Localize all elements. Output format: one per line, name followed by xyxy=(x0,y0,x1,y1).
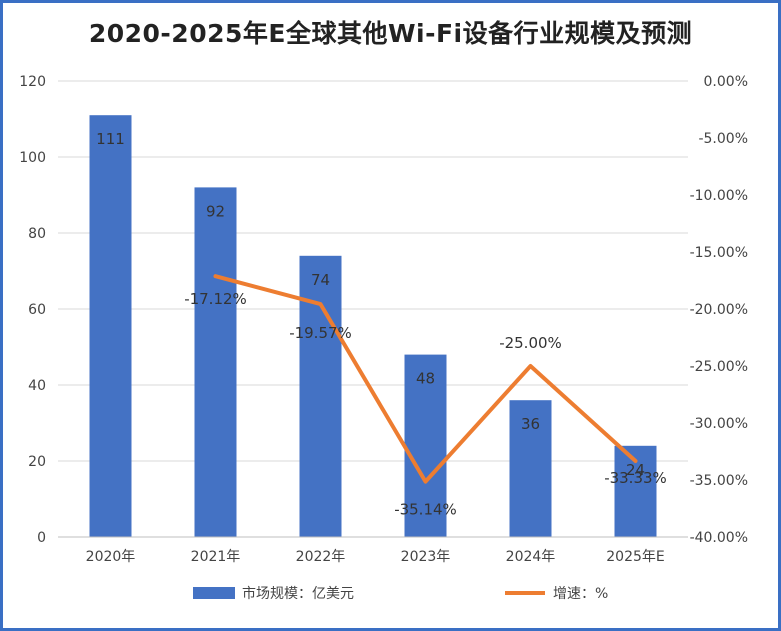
gridlines xyxy=(58,80,688,462)
y-right-tick-label: -10.00% xyxy=(690,188,748,204)
line-value-label: -35.14% xyxy=(394,501,457,519)
bar-value-label: 24 xyxy=(626,461,645,479)
bar-value-label: 111 xyxy=(96,130,125,148)
x-tick-label: 2025年E xyxy=(606,549,664,565)
y-right-tick-label: -20.00% xyxy=(690,302,748,318)
y-right-tick-label: 0.00% xyxy=(704,74,748,90)
bar xyxy=(194,187,237,537)
x-axis: 2020年 2021年 2022年 2023年 2024年 2025年E xyxy=(58,536,688,565)
y-left-tick-label: 80 xyxy=(28,226,46,242)
bar xyxy=(509,400,552,537)
legend: 市场规模：亿美元 增速：% xyxy=(193,585,608,602)
x-tick-label: 2023年 xyxy=(401,549,451,565)
y-left-tick-label: 60 xyxy=(28,302,46,318)
line-value-label: -17.12% xyxy=(184,290,247,308)
bar xyxy=(404,354,447,537)
line-value-label: -25.00% xyxy=(499,334,562,352)
bar-series xyxy=(89,115,657,538)
growth-line xyxy=(213,274,638,484)
legend-label-bar: 市场规模：亿美元 xyxy=(242,585,354,602)
y-right-tick-label: -40.00% xyxy=(690,530,748,546)
data-labels: 111 92 74 48 36 24 -17.12% -19.57% -35.14% -25.00… xyxy=(96,130,667,518)
y-left-tick-label: 40 xyxy=(28,378,46,394)
x-tick-label: 2020年 xyxy=(86,549,136,565)
bar xyxy=(299,255,342,538)
bar-value-label: 48 xyxy=(416,370,435,388)
y-left-tick-label: 0 xyxy=(37,530,46,546)
line-value-label: -19.57% xyxy=(289,324,352,342)
x-tick-label: 2024年 xyxy=(506,549,556,565)
right-axis: -40.00% -35.00% -30.00% -25.00% -20.00% -15.0… xyxy=(690,74,748,546)
line-value-label: -33.33% xyxy=(604,469,667,487)
line-series xyxy=(213,274,638,484)
y-right-tick-label: -5.00% xyxy=(698,131,748,147)
y-left-tick-label: 20 xyxy=(28,454,46,470)
legend-swatch-bar xyxy=(193,587,235,599)
y-right-tick-label: -15.00% xyxy=(690,245,748,261)
bar xyxy=(89,115,132,537)
y-right-tick-label: -30.00% xyxy=(690,416,748,432)
left-axis: 0 20 40 60 80 100 120 xyxy=(19,74,46,546)
y-right-tick-label: -25.00% xyxy=(690,359,748,375)
y-right-tick-label: -35.00% xyxy=(690,473,748,489)
bar-value-label: 74 xyxy=(311,271,330,289)
legend-label-line: 增速：% xyxy=(553,586,608,602)
bar-value-label: 92 xyxy=(206,202,225,220)
y-left-tick-label: 100 xyxy=(19,150,46,166)
x-tick-label: 2022年 xyxy=(296,549,346,565)
bar-value-label: 36 xyxy=(521,415,540,433)
y-left-tick-label: 120 xyxy=(19,74,46,90)
chart-title: 2020-2025年E全球其他Wi-Fi设备行业规模及预测 xyxy=(88,19,693,48)
x-tick-label: 2021年 xyxy=(191,549,241,565)
